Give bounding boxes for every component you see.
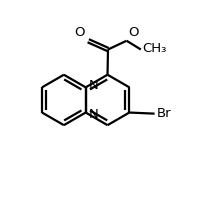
Text: Br: Br	[156, 107, 171, 120]
Text: CH₃: CH₃	[143, 42, 167, 55]
Text: N: N	[88, 79, 98, 92]
Text: O: O	[128, 26, 139, 39]
Text: O: O	[74, 26, 85, 39]
Text: N: N	[88, 108, 98, 121]
